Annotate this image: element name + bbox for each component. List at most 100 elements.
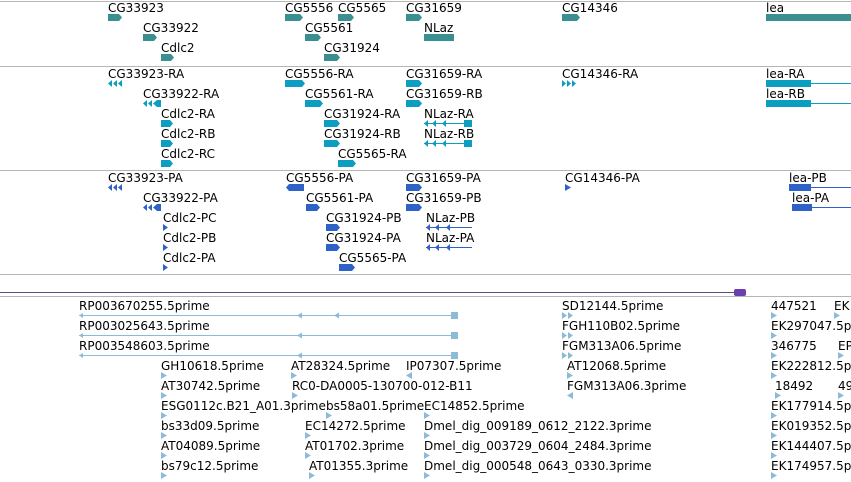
protein-label: CG5556-PA: [286, 171, 354, 185]
gene-glyph: [338, 14, 354, 21]
gene-label: CG33923: [108, 1, 164, 15]
transcript-glyph: [562, 80, 578, 87]
track-separator: [0, 296, 851, 297]
est-feature[interactable]: EK297047.5p: [771, 319, 851, 339]
transcript-label: lea-RA: [766, 67, 805, 81]
overview-handle[interactable]: [734, 289, 746, 296]
gene-glyph: [108, 14, 122, 21]
est-label: RP003548603.5prime: [79, 339, 210, 353]
protein-glyph: [339, 264, 355, 271]
est-glyph: [838, 352, 844, 359]
est-label: EK: [834, 299, 850, 313]
transcript-label: CG31659-RB: [406, 87, 483, 101]
gene-feature[interactable]: lea: [766, 1, 851, 21]
transcript-label: Cdlc2-RA: [161, 107, 215, 121]
protein-label: lea-PA: [792, 191, 830, 205]
protein-glyph: [406, 204, 422, 211]
est-label: 18492: [775, 379, 814, 393]
gene-label: CG31924: [324, 41, 380, 55]
protein-glyph: [426, 244, 472, 251]
est-glyph: [79, 332, 459, 339]
est-glyph: [838, 392, 844, 399]
est-label: bs33d09.5prime: [161, 419, 260, 433]
est-feature[interactable]: EK222812.5p: [771, 359, 851, 379]
protein-label: CG31659-PB: [406, 191, 482, 205]
transcript-glyph: [143, 100, 161, 107]
est-label: EC14272.5prime: [305, 419, 406, 433]
est-label: Dmel_dig_003729_0604_2484.3prime: [424, 439, 652, 453]
gene-glyph: [143, 34, 157, 41]
est-feature[interactable]: EP: [838, 339, 851, 359]
gene-glyph: [562, 14, 580, 21]
est-glyph: [161, 412, 167, 419]
est-feature[interactable]: EK177914.5p: [771, 399, 851, 419]
est-glyph: [775, 392, 781, 399]
protein-label: CG31659-PA: [406, 171, 481, 185]
transcript-glyph: [161, 120, 173, 127]
transcript-feature[interactable]: lea-RB: [766, 87, 851, 107]
est-glyph: [771, 312, 777, 319]
est-label: FGH110B02.5prime: [562, 319, 681, 333]
protein-feature[interactable]: lea-PA: [792, 191, 851, 211]
transcript-glyph: [338, 160, 356, 167]
protein-glyph: [792, 204, 851, 211]
est-glyph: [771, 372, 777, 379]
protein-label: CG31924-PB: [326, 211, 402, 225]
gene-label: CG33922: [143, 21, 199, 35]
protein-label: CG31924-PA: [326, 231, 401, 245]
est-label: 346775: [771, 339, 817, 353]
protein-glyph: [789, 184, 851, 191]
protein-label: CG14346-PA: [565, 171, 640, 185]
transcript-glyph: [108, 80, 122, 87]
est-glyph: [424, 412, 430, 419]
est-glyph: [567, 372, 573, 379]
protein-feature[interactable]: lea-PB: [789, 171, 851, 191]
est-label: EK297047.5p: [771, 319, 851, 333]
est-glyph: [79, 352, 459, 359]
est-label: EK174957.5p: [771, 459, 851, 473]
transcript-label: CG14346-RA: [562, 67, 639, 81]
track-separator: [0, 66, 851, 67]
protein-glyph: [426, 224, 472, 231]
est-label: Dmel_dig_000548_0643_0330.3prime: [424, 459, 652, 473]
est-glyph: [161, 432, 167, 439]
est-glyph: [771, 452, 777, 459]
est-feature[interactable]: EK144407.5p: [771, 439, 851, 459]
transcript-glyph: [424, 120, 472, 127]
est-glyph: [161, 392, 167, 399]
est-glyph: [291, 372, 297, 379]
est-glyph: [79, 312, 459, 319]
transcript-label: CG33922-RA: [143, 87, 220, 101]
protein-label: Cdlc2-PC: [163, 211, 217, 225]
est-glyph: [161, 372, 167, 379]
transcript-glyph: [324, 120, 340, 127]
est-label: EP: [838, 339, 851, 353]
transcript-feature[interactable]: lea-RA: [766, 67, 851, 87]
est-glyph: [424, 472, 430, 479]
gene-glyph: [324, 54, 340, 61]
est-label: Dmel_dig_009189_0612_2122.3prime: [424, 419, 652, 433]
est-feature[interactable]: EK019352.5p: [771, 419, 851, 439]
est-glyph: [771, 432, 777, 439]
gene-label: CG5556: [285, 1, 334, 15]
est-glyph: [326, 412, 332, 419]
est-glyph: [305, 432, 311, 439]
est-feature[interactable]: EK174957.5p: [771, 459, 851, 479]
protein-glyph: [163, 244, 168, 251]
track-separator: [0, 170, 851, 171]
est-feature[interactable]: EK: [834, 299, 851, 319]
protein-label: NLaz-PA: [426, 231, 475, 245]
transcript-label: NLaz-RA: [424, 107, 474, 121]
transcript-label: CG33923-RA: [108, 67, 185, 81]
est-label: AT12068.5prime: [567, 359, 667, 373]
est-glyph: [771, 332, 777, 339]
protein-glyph: [163, 224, 168, 231]
transcript-label: Cdlc2-RC: [161, 147, 216, 161]
transcript-label: CG5556-RA: [285, 67, 354, 81]
transcript-label: lea-RB: [766, 87, 805, 101]
est-feature[interactable]: 49: [838, 379, 851, 399]
est-label: bs79c12.5prime: [161, 459, 259, 473]
transcript-label: NLaz-RB: [424, 127, 475, 141]
protein-glyph: [326, 244, 340, 251]
transcript-glyph: [161, 140, 173, 147]
